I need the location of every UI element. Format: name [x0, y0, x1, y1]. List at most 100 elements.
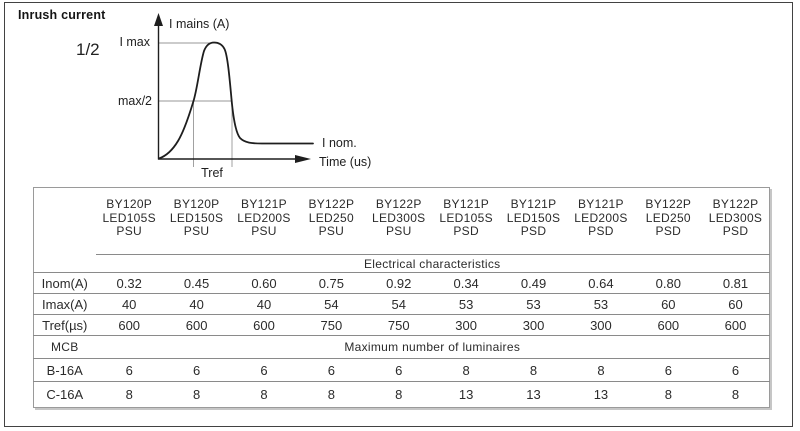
- section-luminaires-label: Maximum number of luminaires: [95, 335, 770, 359]
- value-cell: 6: [365, 358, 433, 382]
- mcb-label: MCB: [33, 335, 96, 359]
- value-cell: 0.32: [95, 272, 163, 294]
- product-driver: PSD: [655, 224, 682, 238]
- value-cell: 40: [162, 293, 231, 315]
- characteristics-table: BY120P LED105S PSU BY120P LED150S PSU BY121P LE…: [33, 187, 770, 408]
- value-cell: 6: [95, 358, 163, 382]
- value-cell: 300: [499, 314, 568, 336]
- tref-label: Tref: [201, 166, 223, 180]
- product-variant: LED200S: [574, 210, 628, 225]
- value-cell: 60: [634, 293, 703, 315]
- value-cell: 0.49: [499, 272, 568, 294]
- inrush-curve: [158, 41, 314, 160]
- x-axis-arrow-icon: [295, 155, 311, 163]
- value-cell: 0.81: [702, 272, 770, 294]
- table-row: C-16A 8 8 8 8 8 13 13 13 8 8: [34, 382, 770, 408]
- product-model: BY122P: [645, 197, 692, 211]
- value-cell: 300: [567, 314, 635, 336]
- page-title: Inrush current: [18, 8, 106, 22]
- product-model: BY121P: [443, 197, 490, 211]
- value-cell: 8: [125, 387, 133, 402]
- product-driver: PSU: [385, 224, 412, 238]
- section-electrical-label: Electrical characteristics: [95, 254, 770, 273]
- value-cell: 13: [458, 387, 474, 402]
- product-model: BY122P: [375, 197, 422, 211]
- section-label-spacer: [33, 254, 96, 273]
- product-model: BY122P: [308, 197, 355, 211]
- product-driver: PSU: [251, 224, 277, 238]
- product-driver: PSU: [183, 224, 210, 238]
- page-fraction-label: 1/2: [76, 40, 100, 59]
- value-cell: 53: [567, 293, 635, 315]
- table-row: Inom(A) 0.32 0.45 0.60 0.75 0.92 0.34 0.49 0.64 0…: [33, 272, 770, 294]
- product-driver: PSU: [116, 224, 142, 238]
- half-max-label: max/2: [118, 94, 152, 108]
- value-cell: 0.92: [365, 272, 433, 294]
- product-variant: LED200S: [237, 210, 291, 225]
- value-cell: 6: [162, 358, 231, 382]
- value-cell: 0.75: [297, 272, 366, 294]
- value-cell: 0.64: [567, 272, 635, 294]
- value-cell: 40: [230, 293, 298, 315]
- product-variant: LED250: [308, 210, 354, 225]
- value-cell: 750: [365, 314, 433, 336]
- value-cell: 13: [593, 387, 609, 402]
- characteristics-table-wrap: BY120P LED105S PSU BY120P LED150S PSU BY121P LE…: [33, 187, 770, 408]
- value-cell: 0.60: [230, 272, 298, 294]
- product-model: BY120P: [106, 197, 153, 211]
- column-header: BY120P LED150S PSU: [162, 187, 231, 255]
- column-header: BY121P LED150S PSD: [499, 187, 568, 255]
- product-model: BY121P: [578, 197, 624, 211]
- value-cell: 8: [260, 387, 268, 402]
- product-variant: LED250: [645, 210, 691, 225]
- value-cell: 8: [499, 358, 568, 382]
- column-header: BY122P LED300S PSD: [702, 187, 770, 255]
- product-variant: LED150S: [506, 210, 561, 225]
- x-axis-label: Time (us): [319, 155, 371, 169]
- column-header: BY121P LED200S PSD: [567, 187, 635, 255]
- characteristics-table-body: BY120P LED105S PSU BY120P LED150S PSU BY121P LE…: [33, 187, 770, 408]
- product-variant: LED300S: [372, 210, 426, 225]
- column-header: BY121P LED200S PSU: [230, 187, 298, 255]
- product-driver: PSD: [588, 224, 614, 238]
- row-label: Tref(µs): [33, 314, 96, 336]
- y-axis-label: I mains (A): [169, 17, 229, 31]
- column-header: BY122P LED300S PSU: [365, 187, 433, 255]
- inrush-current-graph: I mains (A) I max max/2 I nom. Time (us)…: [118, 13, 371, 180]
- value-cell: 6: [702, 358, 770, 382]
- value-cell: 0.34: [432, 272, 500, 294]
- value-cell: 8: [395, 387, 403, 402]
- row-label: C-16A: [46, 387, 84, 402]
- product-model: BY122P: [712, 197, 759, 211]
- value-cell: 6: [230, 358, 298, 382]
- value-cell: 8: [664, 387, 672, 402]
- table-row: Imax(A) 40 40 40 54 54 53 53 53 60 60: [33, 293, 770, 315]
- value-cell: 6: [634, 358, 703, 382]
- value-cell: 8: [567, 358, 635, 382]
- product-driver: PSU: [318, 224, 345, 238]
- row-label: Imax(A): [33, 293, 96, 315]
- inom-label: I nom.: [322, 136, 357, 150]
- value-cell: 0.80: [634, 272, 703, 294]
- value-cell: 8: [192, 387, 201, 402]
- value-cell: 600: [95, 314, 163, 336]
- product-driver: PSD: [520, 224, 547, 238]
- y-axis-arrow-icon: [154, 13, 163, 26]
- value-cell: 8: [327, 387, 335, 402]
- product-driver: PSD: [453, 224, 479, 238]
- column-header: BY121P LED105S PSD: [432, 187, 500, 255]
- column-header: BY122P LED250 PSU: [297, 187, 366, 255]
- value-cell: 600: [162, 314, 231, 336]
- value-cell: 300: [432, 314, 500, 336]
- value-cell: 0.45: [162, 272, 231, 294]
- column-header: BY120P LED105S PSU: [95, 187, 163, 255]
- value-cell: 13: [526, 387, 541, 402]
- header-label-spacer: [34, 188, 96, 255]
- row-label: B-16A: [33, 358, 96, 382]
- value-cell: 54: [365, 293, 433, 315]
- table-row: Tref(µs) 600 600 600 750 750 300 300 300 600 600: [33, 314, 770, 336]
- value-cell: 6: [297, 358, 366, 382]
- value-cell: 600: [634, 314, 703, 336]
- product-variant: LED300S: [708, 210, 763, 225]
